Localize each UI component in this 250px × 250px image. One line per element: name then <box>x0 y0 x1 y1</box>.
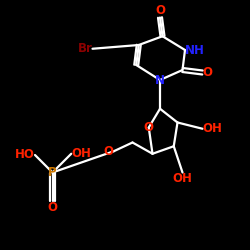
Text: O: O <box>202 66 212 79</box>
Text: HO: HO <box>15 148 35 162</box>
Text: P: P <box>48 166 57 179</box>
Text: Br: Br <box>78 42 92 55</box>
Text: OH: OH <box>202 122 222 135</box>
Text: N: N <box>155 74 165 86</box>
Text: OH: OH <box>172 172 193 186</box>
Text: O: O <box>48 201 58 214</box>
Text: NH: NH <box>185 44 205 57</box>
Text: OH: OH <box>71 147 91 160</box>
Text: O: O <box>155 4 165 18</box>
Text: O: O <box>104 145 114 158</box>
Text: O: O <box>144 121 154 134</box>
